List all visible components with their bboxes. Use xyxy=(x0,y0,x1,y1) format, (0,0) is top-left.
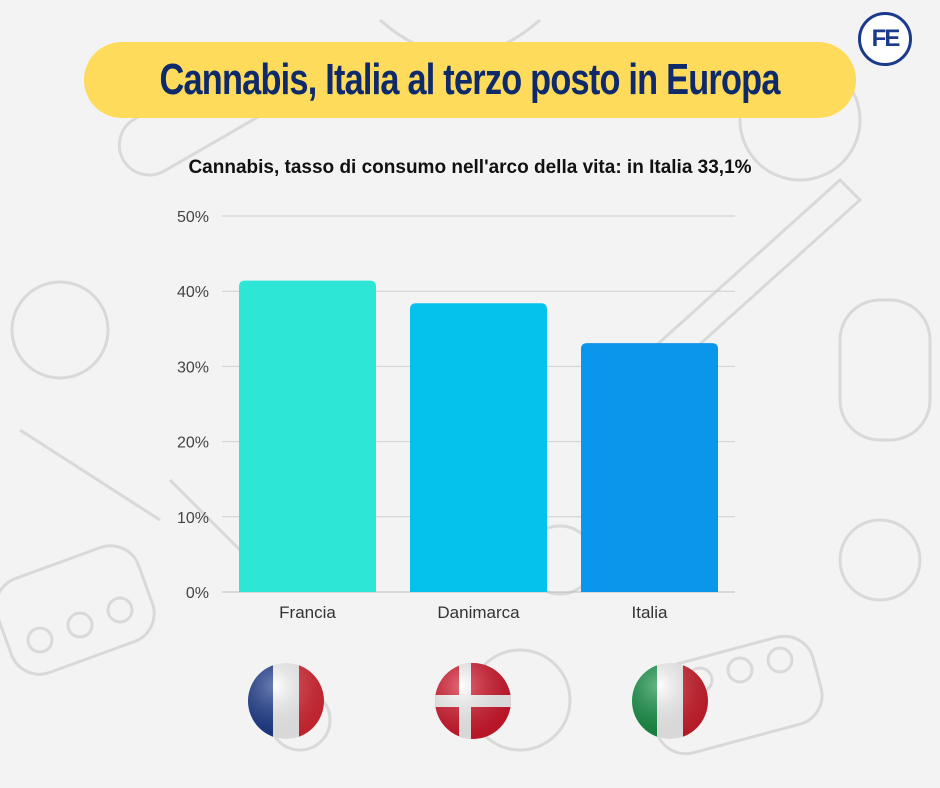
page-title: Cannabis, Italia al terzo posto in Europ… xyxy=(159,55,781,104)
title-banner: Cannabis, Italia al terzo posto in Europ… xyxy=(84,42,856,118)
bar-francia xyxy=(239,280,376,592)
brand-logo: FE xyxy=(858,12,912,66)
x-tick-label: Francia xyxy=(279,603,336,622)
chart-title: Cannabis, tasso di consumo nell'arco del… xyxy=(188,157,752,178)
bar-danimarca xyxy=(410,303,547,592)
y-tick-label: 10% xyxy=(177,510,209,527)
denmark-flag-icon xyxy=(435,663,511,739)
y-tick-label: 30% xyxy=(177,359,209,376)
italy-flag-icon xyxy=(632,663,708,739)
logo-text: FE xyxy=(871,25,901,52)
y-tick-label: 50% xyxy=(177,209,209,226)
bar-italia xyxy=(581,343,718,592)
y-tick-label: 0% xyxy=(186,585,209,602)
x-tick-label: Italia xyxy=(632,603,668,622)
y-tick-label: 20% xyxy=(177,435,209,452)
y-tick-label: 40% xyxy=(177,284,209,301)
france-flag-icon xyxy=(248,663,324,739)
x-tick-label: Danimarca xyxy=(437,603,520,622)
